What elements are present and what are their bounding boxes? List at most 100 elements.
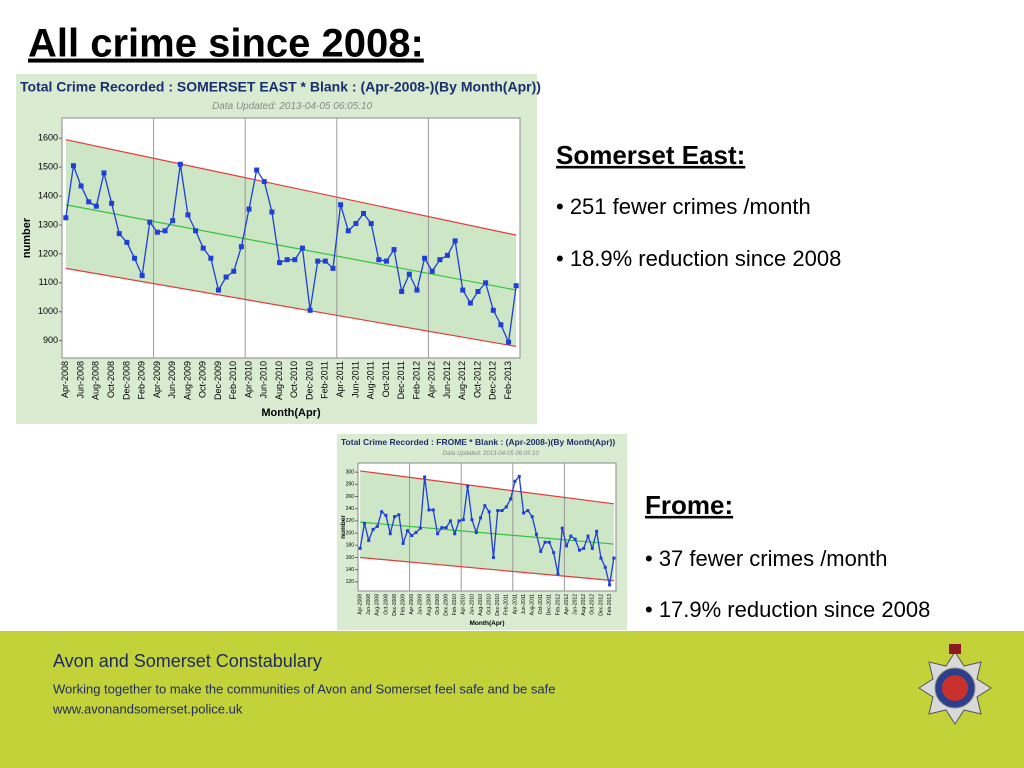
- police-badge: [918, 644, 992, 725]
- data-point: [367, 538, 371, 542]
- data-point: [371, 527, 375, 531]
- x-tick-label: Dec-2011: [396, 361, 406, 399]
- x-tick-label: Apr-2008: [357, 594, 363, 615]
- bullet: • 18.9% reduction since 2008: [556, 246, 841, 271]
- x-tick-label: Jun-2010: [259, 361, 269, 399]
- data-point: [307, 307, 313, 313]
- x-tick-label: Oct-2009: [435, 594, 441, 615]
- data-point: [490, 307, 496, 313]
- data-point: [460, 287, 466, 293]
- data-point: [595, 529, 599, 533]
- data-point: [200, 245, 206, 251]
- x-tick-label: Apr-2012: [427, 361, 437, 398]
- data-point: [487, 510, 491, 514]
- x-tick-label: Dec-2011: [547, 594, 553, 616]
- data-point: [599, 556, 603, 560]
- data-point: [362, 521, 366, 525]
- x-tick-label: Aug-2008: [375, 594, 381, 616]
- y-tick-label: 900: [43, 335, 58, 345]
- data-point: [63, 215, 69, 221]
- data-point: [391, 247, 397, 253]
- data-point: [397, 513, 401, 517]
- data-point: [586, 534, 590, 538]
- data-point: [384, 513, 388, 517]
- data-point: [208, 255, 214, 261]
- chart-title: Total Crime Recorded : FROME * Blank : (…: [341, 437, 615, 447]
- x-tick-label: Apr-2010: [243, 361, 253, 398]
- x-tick-label: Jun-2009: [167, 361, 177, 399]
- x-tick-label: Jun-2012: [442, 361, 452, 399]
- data-point: [185, 212, 191, 218]
- chart-subtitle: Data Updated: 2013-04-05 06:05:10: [443, 451, 540, 457]
- data-point: [70, 163, 76, 169]
- data-point: [322, 258, 328, 264]
- data-point: [368, 221, 374, 227]
- data-point: [479, 516, 483, 520]
- data-point: [358, 546, 362, 550]
- x-tick-label: Oct-2008: [383, 594, 389, 615]
- x-tick-label: Oct-2012: [472, 361, 482, 398]
- y-tick-label: 200: [346, 530, 355, 536]
- data-point: [330, 265, 336, 271]
- data-point: [124, 239, 130, 245]
- data-point: [474, 530, 478, 534]
- data-point: [491, 555, 495, 559]
- data-point: [457, 519, 461, 523]
- data-point: [461, 518, 465, 522]
- x-tick-label: Aug-2009: [182, 361, 192, 400]
- data-point: [414, 287, 420, 293]
- band-fill: [65, 139, 517, 347]
- data-point: [269, 209, 275, 215]
- data-point: [393, 515, 397, 519]
- data-point: [444, 526, 448, 530]
- x-tick-label: Feb-2013: [607, 594, 613, 616]
- data-point: [496, 509, 500, 513]
- data-point: [254, 167, 260, 173]
- x-tick-label: Aug-2011: [366, 361, 376, 399]
- chart-title: Total Crime Recorded : SOMERSET EAST * B…: [20, 79, 541, 95]
- data-point: [612, 556, 616, 560]
- x-tick-label: Apr-2011: [335, 361, 345, 397]
- x-tick-label: Feb-2010: [452, 594, 458, 616]
- x-tick-label: Apr-2009: [152, 361, 162, 398]
- x-tick-label: Apr-2008: [60, 361, 70, 398]
- data-point: [170, 218, 176, 224]
- y-tick-label: 1300: [38, 219, 58, 229]
- data-point: [422, 255, 428, 261]
- x-tick-label: Jun-2011: [521, 594, 527, 615]
- x-tick-label: Dec-2010: [304, 361, 314, 400]
- data-point: [215, 287, 221, 293]
- bullet: • 37 fewer crimes /month: [645, 546, 887, 571]
- x-tick-label: Dec-2012: [488, 361, 498, 400]
- x-tick-label: Feb-2012: [411, 361, 421, 400]
- x-tick-label: Feb-2013: [503, 361, 513, 400]
- data-point: [162, 228, 168, 234]
- data-point: [506, 339, 512, 345]
- data-point: [483, 280, 489, 286]
- data-point: [109, 200, 115, 206]
- data-point: [261, 179, 267, 185]
- x-tick-label: Dec-2008: [121, 361, 131, 400]
- data-point: [437, 257, 443, 263]
- data-point: [338, 202, 344, 208]
- x-tick-label: Apr-2012: [564, 594, 570, 615]
- data-point: [315, 258, 321, 264]
- data-point: [577, 548, 581, 552]
- y-tick-label: 260: [346, 494, 355, 500]
- data-point: [246, 206, 252, 212]
- x-tick-label: Dec-2010: [495, 594, 501, 616]
- x-tick-label: Feb-2010: [228, 361, 238, 400]
- x-tick-label: Feb-2012: [555, 594, 561, 616]
- x-tick-label: Oct-2012: [590, 594, 596, 615]
- data-point: [223, 274, 229, 280]
- footer-tagline: Working together to make the communities…: [53, 681, 555, 696]
- charts: Total Crime Recorded : SOMERSET EAST * B…: [16, 74, 627, 630]
- data-point: [582, 546, 586, 550]
- data-point: [277, 260, 283, 266]
- data-point: [101, 170, 107, 176]
- data-point: [375, 524, 379, 528]
- band-upper: [65, 139, 517, 236]
- data-point: [466, 484, 470, 488]
- x-tick-label: Aug-2008: [91, 361, 101, 400]
- data-point: [452, 238, 458, 244]
